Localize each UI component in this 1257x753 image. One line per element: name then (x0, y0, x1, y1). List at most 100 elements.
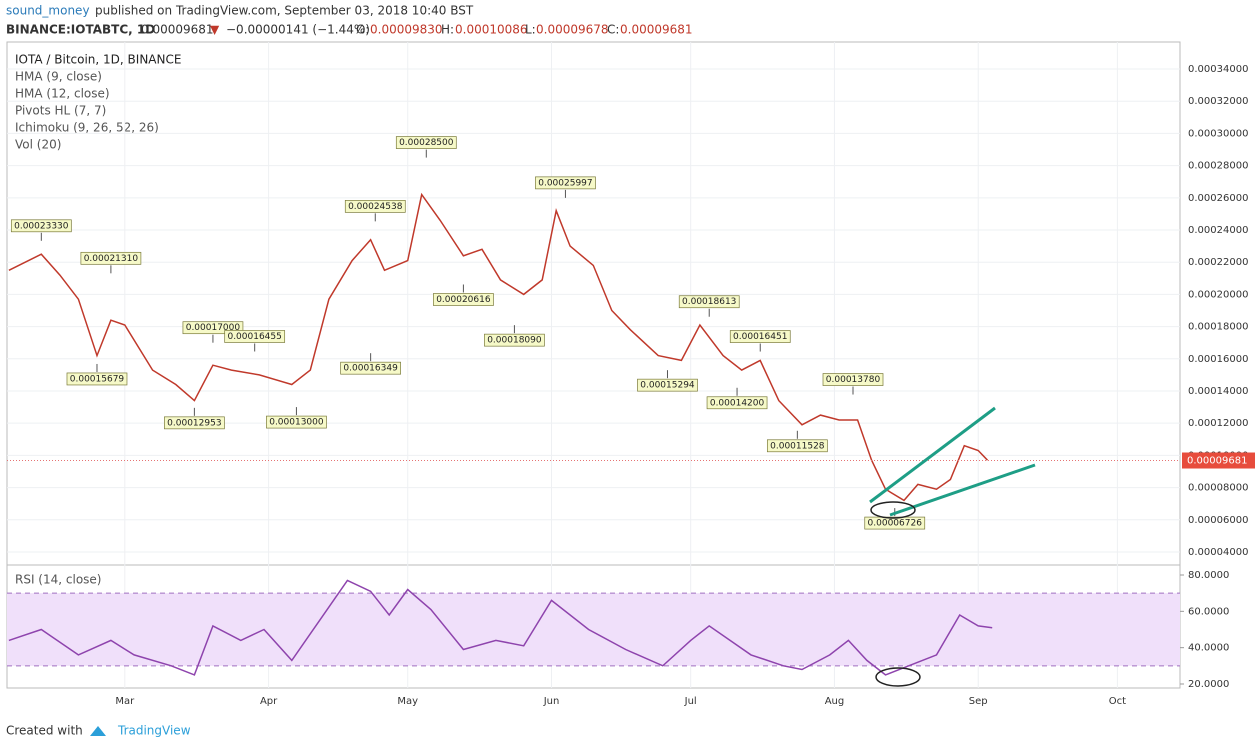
pivot-box (822, 373, 884, 386)
x-tick-label: May (397, 696, 418, 707)
pivot-box (637, 378, 698, 392)
y-tick-label: 20.0000 (1188, 679, 1229, 690)
x-tick-label: Oct (1109, 696, 1126, 707)
pivot-box (484, 333, 545, 347)
pivot-box (864, 516, 926, 530)
pane-title: RSI (14, close) (15, 573, 101, 587)
pivot-label: 0.00015679 (70, 374, 125, 384)
last-price-label: 0.00009681 (1187, 456, 1247, 467)
logo (90, 726, 106, 736)
legend-item: Vol (20) (15, 138, 61, 152)
pivot-box (678, 295, 740, 309)
pivot-label: 0.00017000 (186, 323, 241, 333)
y-tick-label: 0.00020000 (1188, 289, 1248, 300)
pivot-box (266, 415, 327, 429)
pivot-box (706, 396, 768, 410)
published: published on TradingView.com, September … (95, 4, 474, 18)
pivot-label: 0.00011528 (770, 441, 825, 451)
pivot-label: 0.00020616 (436, 295, 491, 305)
y-tick-label: 0.00006000 (1188, 515, 1248, 526)
highlight-circle (870, 501, 916, 519)
plot-frame (6, 41, 1181, 689)
legend-item: Pivots HL (7, 7) (15, 104, 106, 118)
change: −0.00000141 (−1.44%) (226, 23, 370, 37)
y-tick-label: 0.00016000 (1188, 354, 1248, 365)
y-tick-label: 0.00022000 (1188, 257, 1248, 268)
legend-item: HMA (9, close) (15, 70, 102, 84)
pivot-label: 0.00006726 (868, 519, 923, 529)
y-tick-label: 0.00030000 (1188, 128, 1248, 139)
rsi-band (7, 593, 1180, 666)
close: 0.00009681 (620, 23, 693, 37)
y-tick-label: 0.00004000 (1188, 547, 1248, 558)
pivot-label: 0.00024538 (348, 202, 403, 212)
pivot-label: 0.00028500 (399, 138, 454, 148)
y-tick-label: 60.0000 (1188, 606, 1229, 617)
pivot-label: 0.00025997 (538, 178, 592, 188)
close-label: C: (607, 23, 619, 37)
pivot-box (340, 361, 401, 375)
pivot-box (344, 200, 406, 213)
pivot-box (535, 176, 596, 190)
pivot-box (164, 416, 225, 430)
pivot-box (729, 330, 791, 343)
price: 0.00009681 (141, 23, 214, 37)
y-tick-label: 0.00024000 (1188, 225, 1248, 236)
legend-item: IOTA / Bitcoin, 1D, BINANCE (15, 53, 181, 67)
x-tick-label: Jul (684, 696, 697, 707)
y-tick-label: 0.00034000 (1188, 64, 1248, 75)
y-tick-label: 0.00014000 (1188, 386, 1248, 397)
y-tick-label: 0.00018000 (1188, 322, 1248, 333)
last-price-box (1182, 452, 1255, 469)
pivot-label: 0.00018090 (487, 336, 542, 346)
trend-line (869, 406, 996, 504)
pivot-label: 0.00013000 (269, 418, 324, 428)
pivot-label: 0.00012953 (167, 418, 221, 428)
pivot-label: 0.00015294 (640, 381, 695, 391)
arrow: ▼ (210, 23, 220, 37)
open-label: O: (356, 23, 369, 37)
pivot-box (433, 293, 494, 306)
pivot-label: 0.00023330 (14, 221, 69, 231)
footer-brand[interactable]: TradingView (117, 724, 191, 738)
pivot-box (766, 439, 828, 453)
pivot-box (80, 251, 142, 265)
y-tick-label: 0.00012000 (1188, 418, 1248, 429)
symbol: BINANCE:IOTABTC, 1D (6, 23, 155, 37)
open: 0.00009830 (370, 23, 443, 37)
x-tick-label: Sep (969, 696, 988, 707)
pivot-label: 0.00021310 (84, 254, 139, 264)
legend-item: HMA (12, close) (15, 87, 110, 101)
pivot-box (224, 330, 286, 343)
price-line (8, 579, 993, 676)
low: 0.00009678 (536, 23, 609, 37)
high: 0.00010086 (455, 23, 528, 37)
low-label: L: (525, 23, 536, 37)
x-tick-label: Jun (543, 696, 560, 707)
pivot-label: 0.00016451 (733, 332, 787, 342)
price-line (8, 192, 989, 502)
legend-item: Ichimoku (9, 26, 52, 26) (15, 121, 159, 135)
pivot-box (66, 372, 128, 386)
x-tick-label: Apr (260, 696, 278, 707)
x-tick-label: Mar (115, 696, 135, 707)
x-tick-label: Aug (825, 696, 845, 707)
y-tick-label: 0.00028000 (1188, 161, 1248, 172)
user[interactable]: sound_money (6, 4, 90, 18)
y-tick-label: 0.00032000 (1188, 96, 1248, 107)
pivot-label: 0.00016455 (227, 332, 281, 342)
y-tick-label: 80.0000 (1188, 570, 1229, 581)
highlight-circle (875, 667, 921, 687)
y-tick-label: 40.0000 (1188, 643, 1229, 654)
footer-created: Created with (6, 724, 83, 738)
high-label: H: (441, 23, 454, 37)
y-tick-label: 0.00008000 (1188, 483, 1248, 494)
pivot-box (10, 219, 72, 233)
pivot-label: 0.00013780 (826, 375, 881, 385)
pivot-box (395, 136, 457, 149)
y-tick-label: 0.00026000 (1188, 193, 1248, 204)
pivot-label: 0.00014200 (710, 398, 765, 408)
pivot-label: 0.00018613 (682, 297, 736, 307)
